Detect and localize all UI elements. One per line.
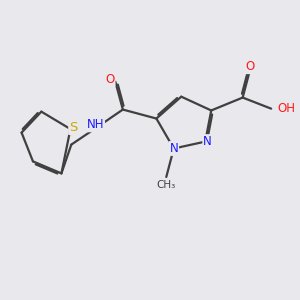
Text: N: N — [203, 135, 212, 148]
Text: CH₃: CH₃ — [157, 180, 176, 190]
Text: NH: NH — [86, 118, 104, 131]
Text: S: S — [69, 121, 78, 134]
Text: OH: OH — [278, 102, 296, 115]
Text: N: N — [169, 142, 178, 155]
Text: O: O — [246, 60, 255, 73]
Text: O: O — [105, 73, 115, 86]
